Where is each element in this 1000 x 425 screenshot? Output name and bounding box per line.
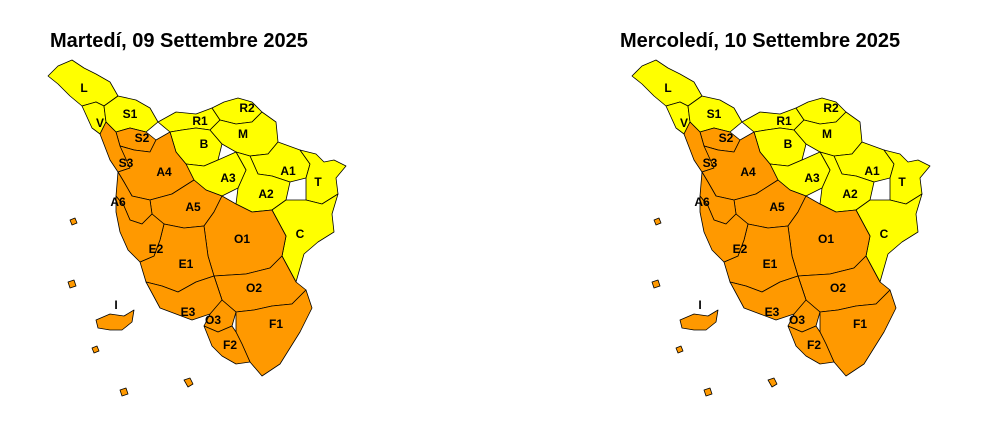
zone-label-e3: E3 (765, 305, 780, 319)
map-title-day1: Martedí, 09 Settembre 2025 (50, 30, 308, 52)
zone-label-s3: S3 (703, 156, 718, 170)
zone-label-v: V (96, 116, 104, 130)
zone-label-c: C (880, 227, 889, 241)
zone-label-a1: A1 (280, 164, 296, 178)
zone-label-e2: E2 (149, 242, 164, 256)
islet-i-3 (183, 377, 194, 388)
zone-label-e1: E1 (763, 257, 778, 271)
zone-label-a2: A2 (842, 187, 858, 201)
islet-a6-4 (653, 217, 662, 226)
zone-label-a6: A6 (110, 195, 126, 209)
zone-r1 (741, 107, 805, 133)
zone-label-t: T (898, 175, 906, 189)
zone-t (883, 149, 931, 205)
zone-label-e3: E3 (181, 305, 196, 319)
zone-label-i: I (698, 298, 701, 312)
zone-i (679, 309, 719, 331)
zone-e3 (729, 275, 807, 321)
zone-label-f1: F1 (853, 317, 867, 331)
map-panel-day2: Mercoledí, 10 Settembre 2025 L V S1 S2 S3 R1 R… (584, 0, 1000, 425)
zone-label-a5: A5 (769, 200, 785, 214)
zone-t (299, 149, 347, 205)
zone-label-o1: O1 (818, 232, 834, 246)
zone-label-a5: A5 (185, 200, 201, 214)
zone-label-a3: A3 (804, 171, 820, 185)
zone-label-f2: F2 (807, 338, 821, 352)
zone-label-m: M (822, 127, 832, 141)
zone-label-o3: O3 (789, 313, 805, 327)
islet-i-0 (67, 279, 77, 289)
zone-label-a1: A1 (864, 164, 880, 178)
zone-label-f2: F2 (223, 338, 237, 352)
zone-i (95, 309, 135, 331)
zone-f2 (787, 325, 835, 365)
zone-label-o2: O2 (830, 281, 846, 295)
zone-e2 (115, 195, 165, 263)
islet-i-2 (703, 387, 713, 397)
zone-label-o1: O1 (234, 232, 250, 246)
zone-label-b: B (200, 137, 209, 151)
zone-label-c: C (296, 227, 305, 241)
zone-label-r2: R2 (239, 101, 255, 115)
zone-label-a2: A2 (258, 187, 274, 201)
zone-label-s1: S1 (707, 107, 722, 121)
zone-label-a4: A4 (740, 165, 756, 179)
map-panel-day1: Martedí, 09 Settembre 2025 L V S1 S2 S3 R1 R2 B… (47, 30, 347, 397)
zone-label-f1: F1 (269, 317, 283, 331)
islet-i-2 (119, 387, 129, 397)
zone-label-e2: E2 (733, 242, 748, 256)
zone-label-a3: A3 (220, 171, 236, 185)
zone-label-v: V (680, 116, 688, 130)
zone-label-s3: S3 (119, 156, 134, 170)
islet-i-1 (675, 345, 684, 354)
zone-label-s2: S2 (719, 131, 734, 145)
zone-label-s2: S2 (135, 131, 150, 145)
map-title-day2: Mercoledí, 10 Settembre 2025 (620, 30, 901, 52)
zone-e3 (145, 275, 223, 321)
zone-label-l: L (664, 81, 671, 95)
zone-label-a4: A4 (156, 165, 172, 179)
zone-label-i: I (114, 298, 117, 312)
zone-label-b: B (784, 137, 793, 151)
zone-label-o3: O3 (205, 313, 221, 327)
zone-label-r1: R1 (776, 114, 792, 128)
zone-label-a6: A6 (694, 195, 710, 209)
zone-e2 (699, 195, 749, 263)
islet-a6-4 (69, 217, 78, 226)
zone-label-e1: E1 (179, 257, 194, 271)
zone-label-t: T (314, 175, 322, 189)
zone-label-l: L (80, 81, 87, 95)
zone-label-s1: S1 (123, 107, 138, 121)
zone-label-o2: O2 (246, 281, 262, 295)
islet-i-0 (651, 279, 661, 289)
zone-label-r2: R2 (823, 101, 839, 115)
islet-i-3 (767, 377, 778, 388)
islet-i-1 (91, 345, 100, 354)
zone-f2 (203, 325, 251, 365)
zone-label-r1: R1 (192, 114, 208, 128)
zone-r1 (157, 107, 221, 133)
zone-label-m: M (238, 127, 248, 141)
